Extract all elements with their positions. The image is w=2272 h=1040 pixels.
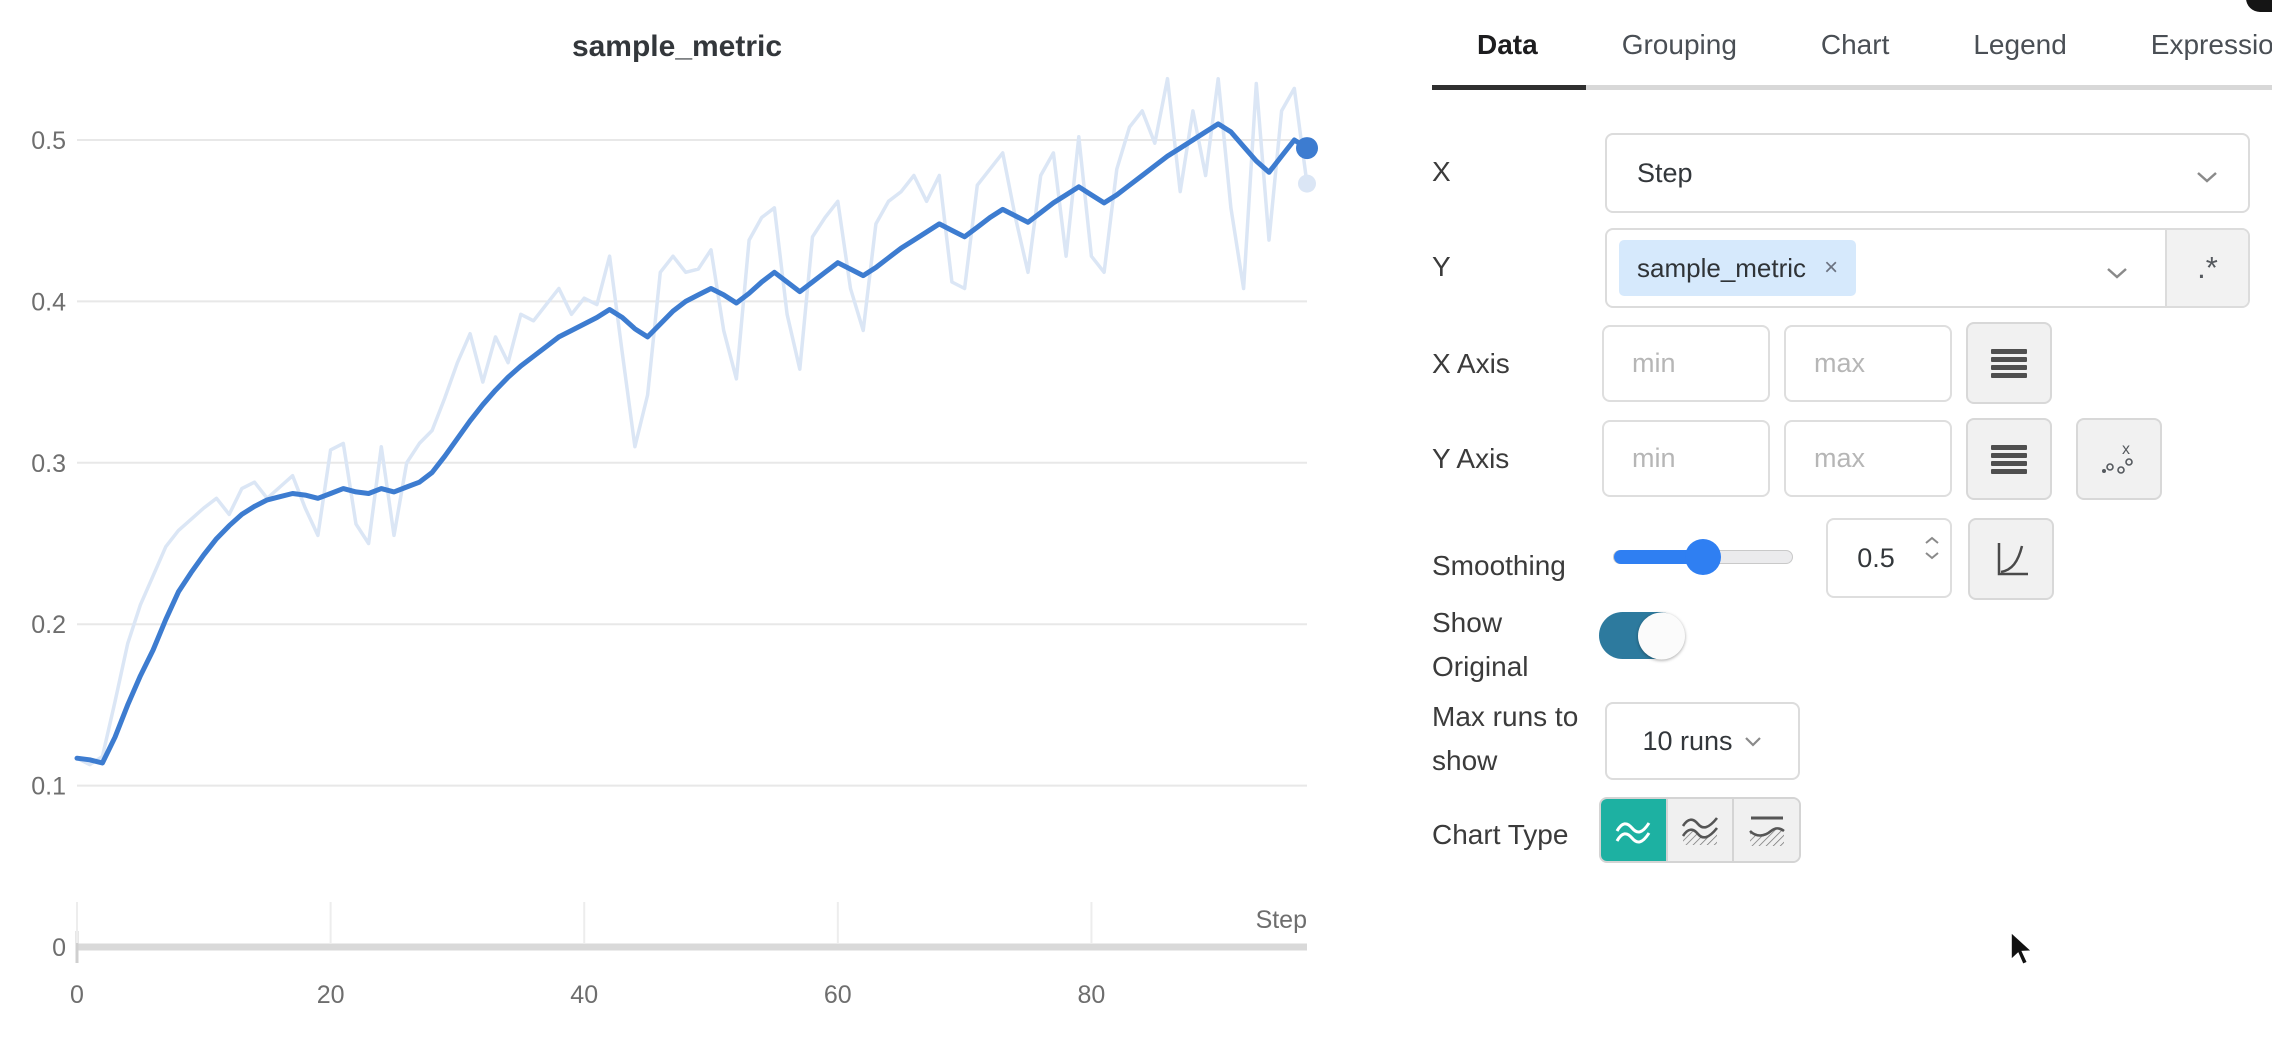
y-tick-label: 0.5	[31, 127, 66, 155]
svg-text:x: x	[2122, 441, 2130, 458]
chart-type-segmented-control	[1599, 797, 1801, 863]
x-axis-min-input[interactable]	[1602, 325, 1770, 402]
smoothed-metric-line	[74, 121, 1310, 766]
panel-editor-sidebar: Data Grouping Chart Legend Expressions X…	[1432, 0, 2272, 1040]
y-tick-label: 0.2	[31, 611, 66, 639]
y-tick-label: 0.3	[31, 450, 66, 478]
tab-data[interactable]: Data	[1477, 29, 1538, 60]
tab-chart[interactable]: Chart	[1820, 29, 1890, 60]
show-original-label: Show Original	[1432, 607, 1529, 682]
chevron-down-icon	[2197, 172, 2217, 183]
smoothing-number-field	[1826, 518, 1952, 598]
stepper-down-icon[interactable]	[1924, 551, 1940, 560]
chart-type-area-button[interactable]	[1667, 799, 1735, 861]
smoothing-slider[interactable]	[1613, 539, 1793, 575]
y-field-label: Y	[1432, 251, 1451, 282]
toggle-knob	[1638, 612, 1685, 659]
ignore-outliers-button[interactable]: x	[2076, 418, 2162, 500]
line-plot-icon	[1616, 822, 1651, 844]
max-runs-label: Max runs to show	[1432, 701, 1579, 776]
y-axis-min-input[interactable]	[1602, 420, 1770, 497]
x-axis-title: Step	[1256, 906, 1307, 934]
x-tick-label: 60	[824, 981, 852, 1009]
max-runs-dropdown[interactable]: 10 runs	[1605, 702, 1800, 780]
original-line-end-dot	[1298, 174, 1316, 193]
mouse-cursor	[2010, 930, 2034, 966]
smoothing-label: Smoothing	[1432, 550, 1566, 581]
y-tick-label: 0.4	[31, 288, 66, 316]
chart-title: sample_metric	[571, 30, 783, 63]
chart-type-line-button[interactable]	[1601, 799, 1668, 861]
x-axis-label: X Axis	[1432, 348, 1510, 379]
x-axis-max-input[interactable]	[1784, 325, 1952, 402]
x-field-select[interactable]: Step	[1605, 133, 2250, 213]
exponential-curve-icon	[1997, 543, 2028, 576]
smoothing-type-button[interactable]	[1968, 518, 2054, 600]
active-tab-underline	[1432, 85, 1586, 90]
smoothing-value-input[interactable]	[1826, 518, 1952, 598]
chart-type-label: Chart Type	[1432, 819, 1569, 850]
stacked-area-icon	[1748, 816, 1785, 846]
y-tick-label: 0	[52, 934, 66, 962]
log-scale-icon	[1991, 442, 2027, 477]
max-runs-value: 10 runs	[1642, 725, 1733, 756]
chevron-down-icon	[2107, 268, 2127, 279]
log-scale-icon	[1991, 346, 2027, 381]
show-original-toggle[interactable]	[1599, 612, 1685, 659]
remove-tag-icon[interactable]: ×	[1824, 254, 1839, 281]
y-tick-label: 0.1	[31, 773, 66, 801]
tab-grouping[interactable]: Grouping	[1621, 29, 1737, 60]
outliers-scatter-icon: x	[2102, 441, 2133, 474]
smoothing-slider-fill	[1614, 550, 1703, 564]
y-axis-label: Y Axis	[1432, 443, 1510, 474]
area-plot-icon	[1681, 817, 1719, 845]
x-axis-log-scale-button[interactable]	[1966, 322, 2052, 404]
chart-type-percent-area-button[interactable]	[1734, 799, 1799, 861]
regex-toggle-button[interactable]: .*	[2165, 230, 2248, 306]
y-axis-log-scale-button[interactable]	[1966, 418, 2052, 500]
panel-tab-bar: Data Grouping Chart Legend Expressions	[1432, 0, 2272, 90]
tab-legend[interactable]: Legend	[1973, 29, 2067, 60]
x-tick-label: 0	[70, 981, 84, 1009]
metric-line-chart[interactable]: 0 0.1 0.2 0.3 0.4 0.5 0 20 40 60 80 Step	[0, 0, 1410, 1040]
x-tick-label: 40	[570, 981, 598, 1009]
x-field-value: Step	[1637, 157, 1693, 188]
smoothed-line-end-dot	[1296, 137, 1318, 160]
tab-expressions[interactable]: Expressions	[2150, 29, 2272, 60]
y-metric-tag-label: sample_metric	[1637, 252, 1807, 283]
x-field-label: X	[1432, 156, 1451, 187]
y-metric-tag: sample_metric ×	[1619, 240, 1857, 296]
y-field-select[interactable]: sample_metric × .*	[1605, 228, 2250, 308]
x-tick-label: 80	[1078, 981, 1106, 1009]
chevron-down-icon	[1744, 736, 1761, 747]
number-stepper[interactable]	[1924, 536, 1940, 560]
x-tick-label: 20	[317, 981, 345, 1009]
clipped-overlay-corner	[2246, 0, 2272, 12]
original-metric-line	[75, 76, 1309, 767]
stepper-up-icon[interactable]	[1924, 536, 1940, 545]
y-axis-max-input[interactable]	[1784, 420, 1952, 497]
smoothing-slider-thumb[interactable]	[1685, 539, 1721, 575]
